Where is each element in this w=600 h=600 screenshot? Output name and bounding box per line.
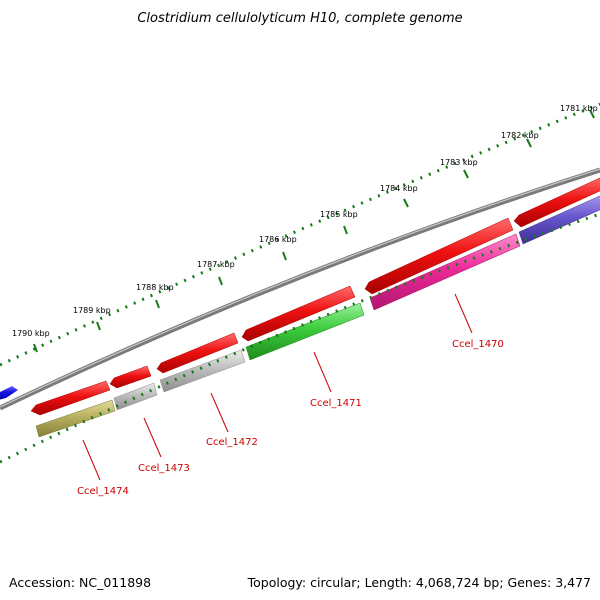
leader-lines (82, 293, 473, 481)
cds-arrow (364, 217, 514, 295)
cds-arrow (513, 177, 600, 228)
cds-arrow (109, 365, 152, 389)
gene-label-ccel-1470: Ccel_1470 (452, 339, 504, 350)
gene-bar-ccel-1470 (369, 233, 521, 311)
cds-track (30, 177, 600, 416)
ruler-label: 1782 kbp (501, 131, 539, 140)
ruler-major-tick (403, 198, 409, 208)
cds-arrow (30, 380, 111, 416)
ruler-labels: 1781 kbp 1782 kbp 1783 kbp 1784 kbp 1785… (12, 104, 598, 338)
ruler-label: 1788 kbp (136, 283, 174, 292)
outer-ruler-dots (0, 102, 600, 367)
gene-label-ccel-1472: Ccel_1472 (206, 437, 258, 448)
gene-track (35, 195, 600, 438)
ruler-major-tick (96, 321, 101, 331)
blue-feature (0, 386, 18, 400)
genome-summary-text: Topology: circular; Length: 4,068,724 bp… (247, 575, 591, 590)
leader-line (454, 293, 473, 334)
gene-label-ccel-1474: Ccel_1474 (77, 486, 129, 497)
ruler-label: 1789 kbp (73, 306, 111, 315)
gene-bar-ccel-1473 (113, 382, 158, 411)
ruler-major-tick (343, 225, 348, 235)
ruler-label: 1783 kbp (440, 158, 478, 167)
cds-arrow (241, 285, 356, 342)
gene-bar-unlabeled (518, 195, 600, 245)
outer-ruler (0, 102, 600, 367)
ruler-major-tick (282, 251, 287, 261)
genome-backbone (0, 167, 600, 411)
ruler-label: 1786 kbp (259, 235, 297, 244)
ruler-major-tick (463, 169, 469, 179)
ruler-label: 1790 kbp (12, 329, 50, 338)
leader-line (143, 417, 162, 458)
ruler-major-tick (33, 343, 38, 353)
gene-bar-ccel-1472 (159, 349, 246, 393)
leader-line (82, 439, 101, 481)
ruler-label: 1784 kbp (380, 184, 418, 193)
ruler-label: 1785 kbp (320, 210, 358, 219)
cds-arrow (156, 332, 239, 374)
ruler-major-tick (155, 299, 160, 309)
ruler-major-tick (526, 138, 532, 148)
inner-ruler-dots (0, 212, 600, 464)
ruler-major-tick (589, 109, 595, 119)
gene-bar-ccel-1474 (35, 399, 116, 438)
gene-labels: Ccel_1470 Ccel_1471 Ccel_1472 Ccel_1473 … (77, 339, 504, 497)
accession-text: Accession: NC_011898 (9, 575, 151, 590)
ruler-label: 1787 kbp (197, 260, 235, 269)
leader-line (313, 351, 332, 393)
genome-backbone-highlight (0, 168, 600, 408)
gene-label-ccel-1473: Ccel_1473 (138, 463, 190, 474)
ruler-label: 1781 kbp (560, 104, 598, 113)
gene-label-ccel-1471: Ccel_1471 (310, 398, 362, 409)
map-title: Clostridium cellulolyticum H10, complete… (137, 11, 462, 26)
gene-bar-ccel-1471 (245, 302, 365, 361)
ruler-major-tick (218, 276, 223, 286)
leader-line (210, 392, 229, 433)
